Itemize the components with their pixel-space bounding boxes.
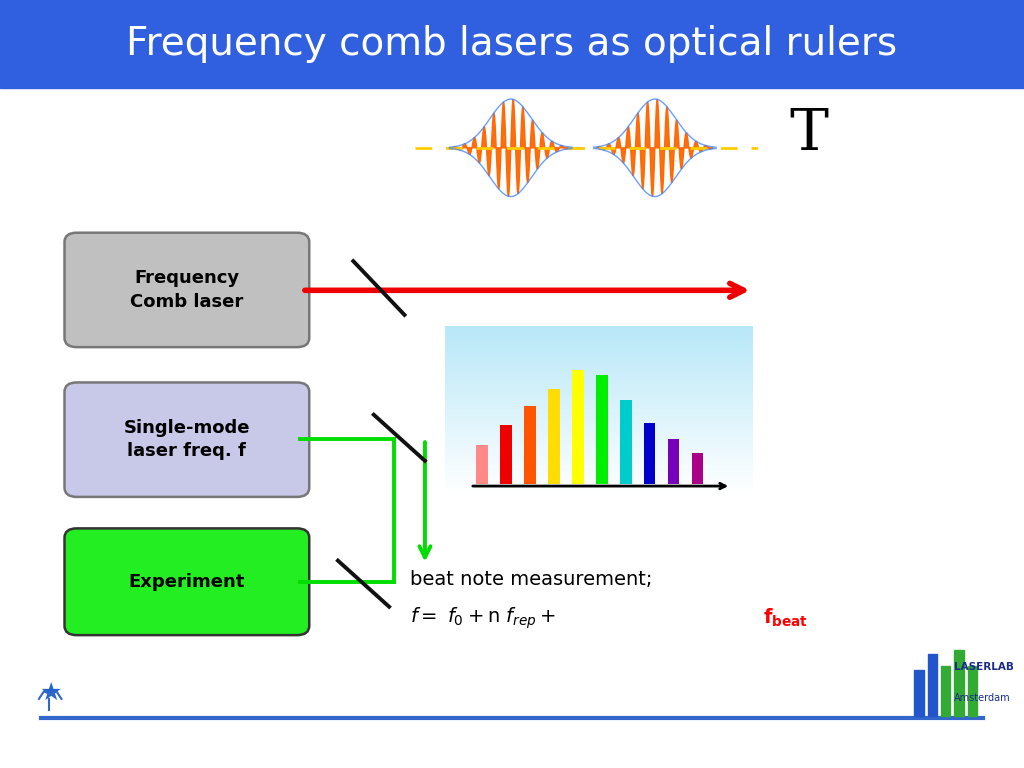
FancyBboxPatch shape (65, 528, 309, 635)
Text: beat note measurement;: beat note measurement; (410, 571, 652, 589)
Bar (968, 666, 977, 716)
FancyBboxPatch shape (65, 233, 309, 347)
Text: ω: ω (691, 363, 732, 412)
Bar (620, 400, 632, 484)
Bar (596, 376, 607, 484)
Bar (928, 654, 937, 716)
Text: $f = \ f_0 + \mathrm{n}\ f_{rep} + $: $f = \ f_0 + \mathrm{n}\ f_{rep} + $ (410, 605, 556, 631)
Bar (914, 670, 924, 716)
Text: ★: ★ (39, 681, 61, 705)
Text: $\mathbf{f_{beat}}$: $\mathbf{f_{beat}}$ (763, 607, 808, 630)
Bar (668, 439, 679, 484)
Text: Amsterdam: Amsterdam (954, 693, 1011, 703)
Bar (691, 453, 703, 484)
Bar (501, 425, 512, 484)
Bar (524, 406, 536, 484)
Bar (644, 422, 655, 484)
Bar (0, 0, 1024, 88)
Bar (941, 666, 950, 716)
Text: Experiment: Experiment (129, 573, 245, 591)
Text: Single-mode
laser freq. f: Single-mode laser freq. f (124, 419, 250, 461)
Text: Frequency
Comb laser: Frequency Comb laser (130, 269, 244, 311)
Bar (548, 389, 560, 484)
Bar (572, 370, 584, 484)
FancyBboxPatch shape (65, 382, 309, 497)
Bar (476, 445, 488, 484)
Bar (954, 650, 964, 716)
Text: Frequency comb lasers as optical rulers: Frequency comb lasers as optical rulers (126, 25, 898, 63)
Text: T: T (790, 107, 828, 162)
Text: LASERLAB: LASERLAB (954, 662, 1014, 672)
